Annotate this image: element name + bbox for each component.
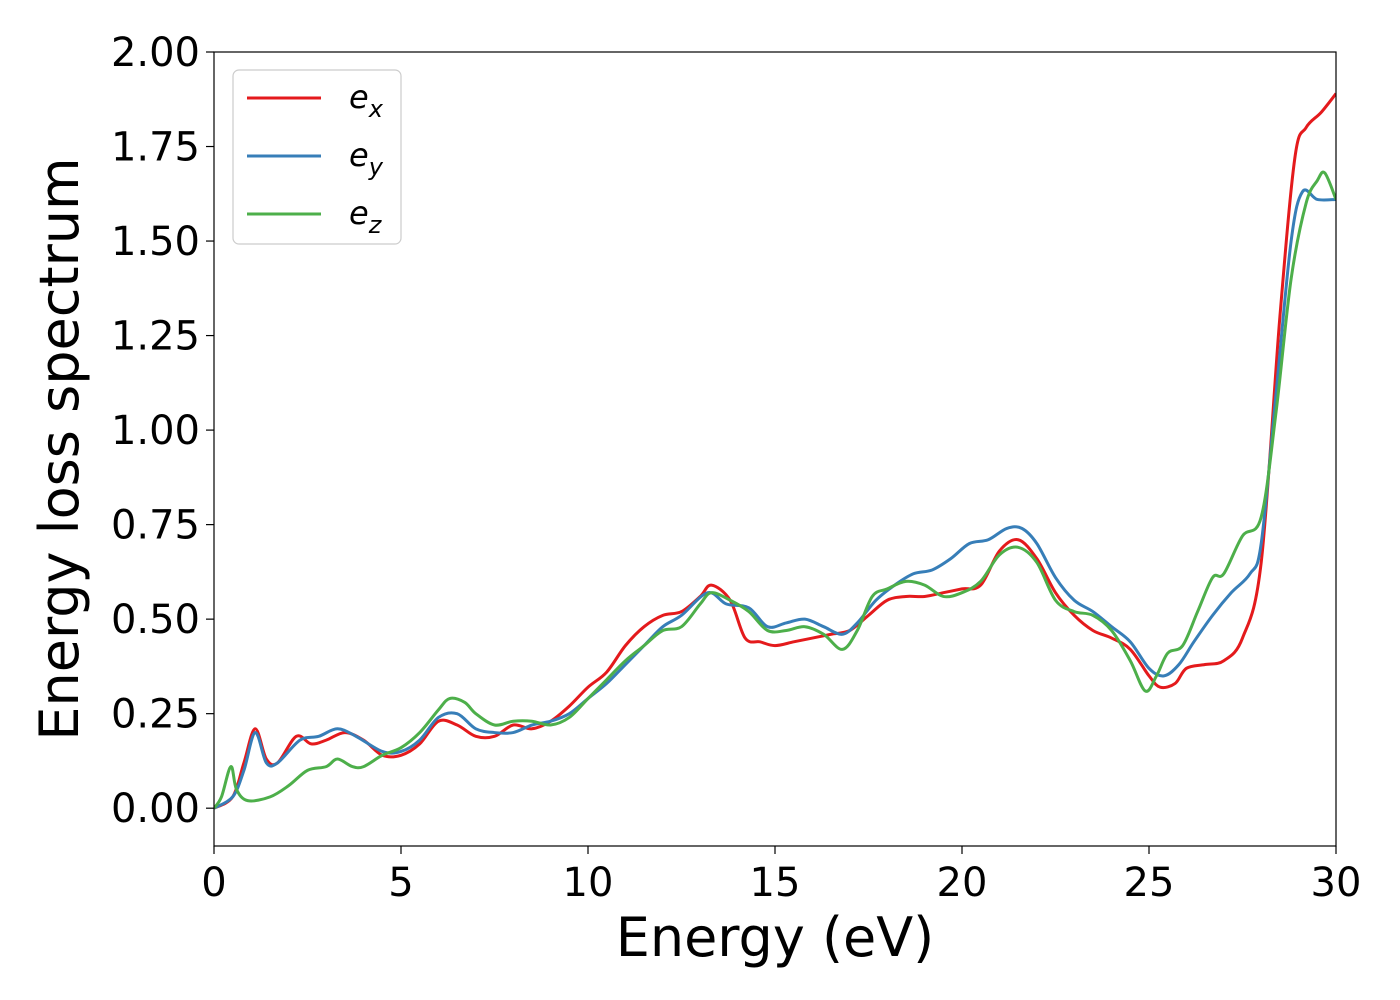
y-tick-label: 0.25: [111, 692, 200, 738]
y-tick-label: 1.50: [111, 219, 200, 265]
x-tick-label: 25: [1124, 860, 1175, 906]
legend-label-ez: ez: [349, 194, 383, 239]
legend: ex ey ez: [232, 69, 402, 245]
x-tick-label: 5: [388, 860, 413, 906]
x-tick-label: 20: [937, 860, 988, 906]
y-tick-label: 1.25: [111, 314, 200, 360]
series-line-ey: [214, 188, 1336, 810]
y-tick-label: 0.00: [111, 786, 200, 832]
series-lines: [214, 92, 1336, 810]
legend-label-ey: ey: [349, 136, 384, 181]
x-tick-label: 10: [563, 860, 614, 906]
x-axis-label: Energy (eV): [616, 906, 935, 969]
x-tick-label: 15: [750, 860, 801, 906]
y-tick-label: 0.50: [111, 597, 200, 643]
y-tick-label: 1.75: [111, 125, 200, 171]
y-tick-label: 0.75: [111, 503, 200, 549]
y-tick-label: 1.00: [111, 408, 200, 454]
x-tick-label: 30: [1311, 860, 1362, 906]
y-axis-label: Energy loss spectrum: [28, 157, 91, 740]
axis-ticks: 0 5 10 15 20 25 30 0.00 0.25 0.50 0.75 1.00 1.25 1.50…: [111, 30, 1362, 906]
legend-label-ex: ex: [349, 78, 384, 123]
y-tick-label: 2.00: [111, 30, 200, 76]
x-tick-label: 0: [201, 860, 226, 906]
series-line-ez: [214, 170, 1336, 810]
